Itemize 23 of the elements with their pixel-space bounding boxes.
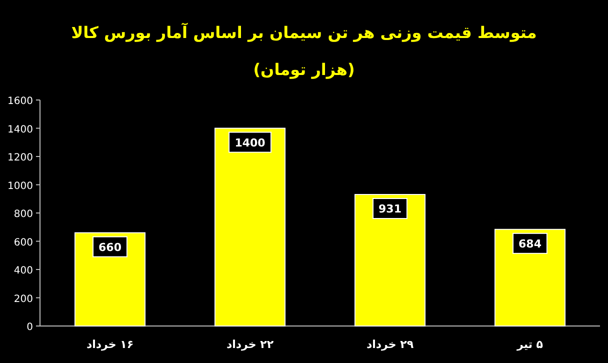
bar: 931 [354,194,426,326]
data-label: 931 [378,202,402,216]
y-tick-label: 600 [14,237,33,248]
y-tick-label: 200 [14,294,33,305]
y-tick-label: 800 [14,209,33,220]
y-tick-label: 1000 [8,180,33,192]
x-tick-label: ۲۹ خرداد [366,338,414,351]
y-tick-label: 0 [26,322,33,333]
y-tick-label: 1400 [8,124,33,136]
subtitle: (هزار تومان) [253,60,355,79]
y-tick-label: 1600 [8,96,33,107]
data-label: 660 [98,240,122,254]
y-tick-label: 400 [14,266,33,276]
data-label: 1400 [234,136,266,150]
data-label: 684 [518,237,542,250]
x-tick-label: ۱۶ خرداد [86,338,134,351]
bar: 684 [494,228,566,326]
x-tick-label: ۲۲ خرداد [226,338,274,351]
title: متوسط قیمت وزنی هر تن سیمان بر اساس آمار بورس کالا [71,23,537,42]
y-tick-label: 1200 [8,152,33,164]
x-tick-label: ۵ تیر [516,338,544,351]
bar: 1400 [214,128,286,326]
bar: 660 [74,232,146,326]
